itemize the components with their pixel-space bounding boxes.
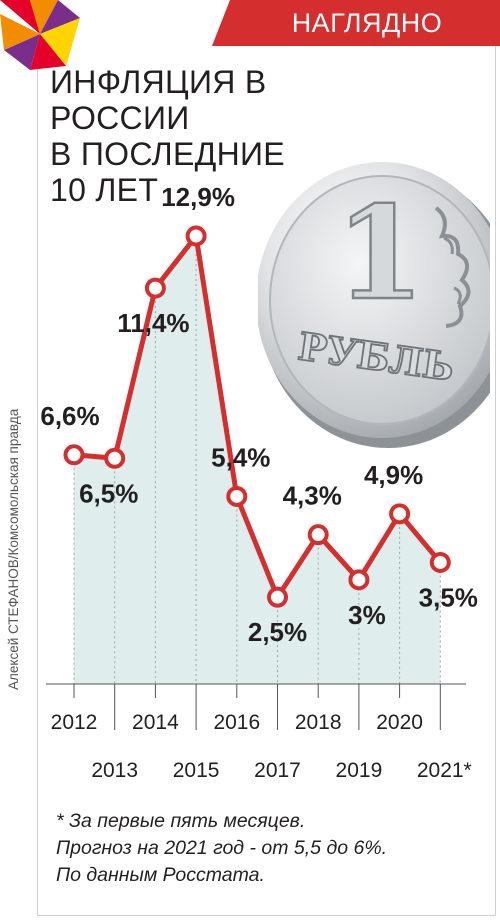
data-point xyxy=(267,586,288,608)
data-point xyxy=(185,225,207,247)
title-line: В ПОСЛЕДНИЕ xyxy=(50,136,285,172)
data-label: 3,5% xyxy=(419,582,478,612)
data-point xyxy=(307,524,329,546)
data-point xyxy=(429,551,451,573)
badge-label: НАГЛЯДНО xyxy=(291,8,443,38)
data-label: 5,4% xyxy=(211,442,270,472)
data-label: 6,5% xyxy=(79,478,138,508)
badge-shape xyxy=(212,0,500,46)
kp-logo xyxy=(0,0,80,70)
title-line: ИНФЛЯЦИЯ В РОССИИ xyxy=(50,64,267,136)
x-tick-label: 2015 xyxy=(173,759,220,782)
data-point xyxy=(144,277,166,299)
x-tick-label: 2014 xyxy=(132,711,179,734)
data-label: 6,6% xyxy=(40,401,99,431)
infographic-frame xyxy=(37,0,496,916)
x-tick-label: 2013 xyxy=(91,759,138,782)
series-line xyxy=(73,233,443,600)
data-point xyxy=(104,447,126,469)
x-tick-label: 2019 xyxy=(336,759,383,782)
data-point xyxy=(63,444,85,466)
footnote-line: Прогноз на 2021 год - от 5,5 до 6%. xyxy=(56,837,388,859)
ruble-coin-image: 1 РУБЛЬ xyxy=(258,162,490,448)
data-label: 3% xyxy=(348,600,386,630)
inflation-line-chart: 6,6% 6,5% 11,4% 12,9% 5,4% 2,5% 4,3% 3% 4,9% 3,5%… xyxy=(40,182,478,782)
footnote: * За первые пять месяцев. Прогноз на 202… xyxy=(56,808,486,889)
data-label: 4,3% xyxy=(283,481,342,511)
x-tick-label: 2017 xyxy=(254,759,301,782)
data-point xyxy=(389,503,411,525)
footnote-line: * За первые пять месяцев. xyxy=(56,810,306,832)
page-title: ИНФЛЯЦИЯ В РОССИИ В ПОСЛЕДНИЕ 10 ЛЕТ xyxy=(50,64,350,208)
x-tick-label: 2020 xyxy=(376,711,423,734)
coin-numeral: 1 xyxy=(335,179,424,329)
title-line: 10 ЛЕТ xyxy=(50,172,159,208)
x-tick-label: 2018 xyxy=(295,711,342,734)
data-label: 4,9% xyxy=(364,460,423,490)
x-tick-label: 2016 xyxy=(213,711,260,734)
data-label: 2,5% xyxy=(248,617,307,647)
footnote-line: По данным Росстата. xyxy=(56,864,265,886)
x-tick-label: 2021* xyxy=(417,759,472,782)
data-point xyxy=(348,569,370,591)
data-point xyxy=(226,485,248,507)
x-tick-label: 2012 xyxy=(51,711,98,734)
data-label: 11,4% xyxy=(117,308,189,338)
header-badge: НАГЛЯДНО xyxy=(212,0,500,46)
data-label: 12,9% xyxy=(161,182,235,212)
